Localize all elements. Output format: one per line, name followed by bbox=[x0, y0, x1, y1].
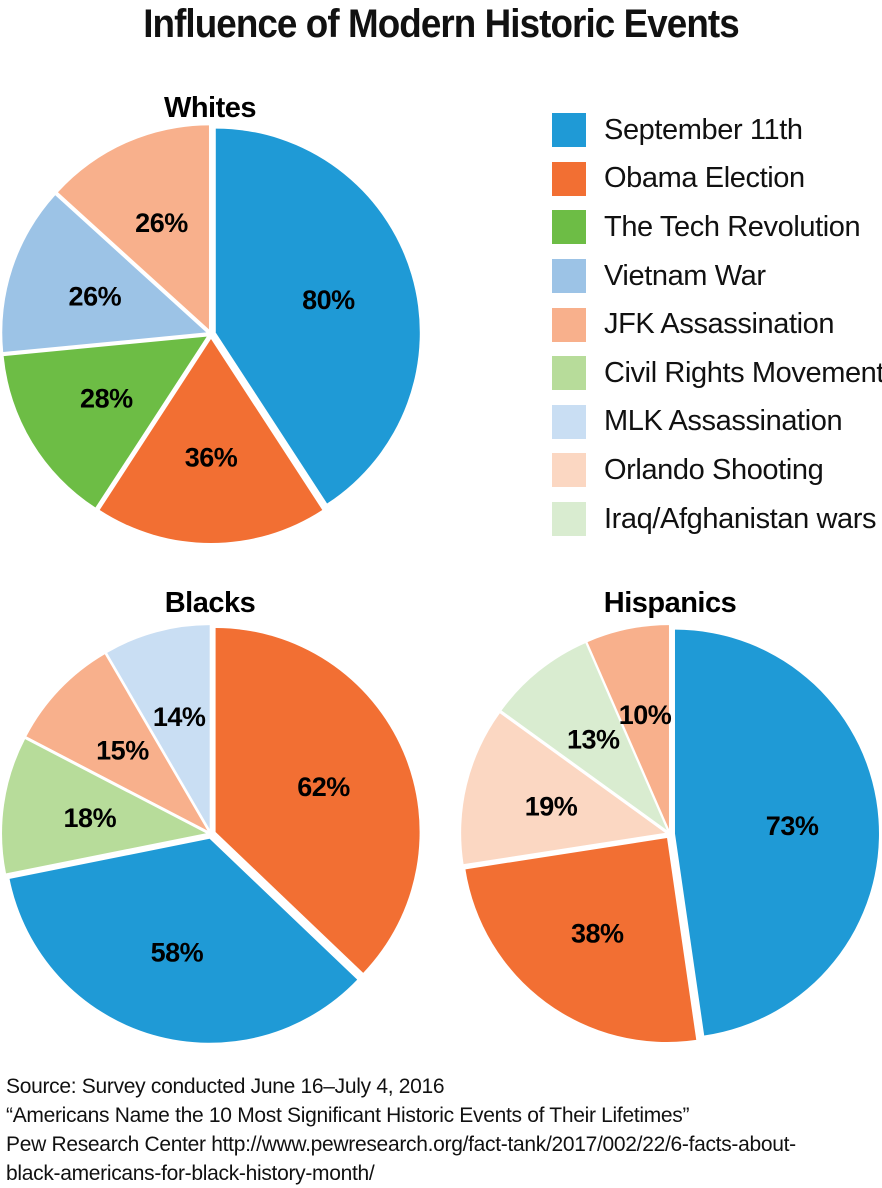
slice-label: 38% bbox=[571, 918, 624, 948]
legend-item: Vietnam War bbox=[552, 252, 882, 301]
slice-label: 14% bbox=[153, 702, 206, 732]
legend-swatch bbox=[552, 113, 586, 148]
slice-label: 58% bbox=[151, 938, 204, 968]
legend-item: September 11th bbox=[552, 106, 882, 155]
pie-slice bbox=[99, 339, 323, 543]
legend-item: Iraq/Afghanistan wars bbox=[552, 495, 882, 544]
chart-title: Hispanics bbox=[604, 587, 737, 619]
slice-label: 80% bbox=[302, 285, 355, 315]
legend-item: Orlando Shooting bbox=[552, 446, 882, 495]
slice-label: 15% bbox=[96, 736, 149, 766]
legend-swatch bbox=[552, 161, 586, 196]
pie-slice bbox=[461, 713, 666, 865]
page-title: Influence of Modern Historic Events bbox=[143, 2, 739, 46]
legend-swatch bbox=[552, 453, 586, 488]
pie-slice bbox=[9, 838, 358, 1043]
pie-slice bbox=[674, 629, 879, 1036]
pie-slice bbox=[2, 195, 207, 353]
legend-item: MLK Assassination bbox=[552, 398, 882, 447]
legend-item: JFK Assassination bbox=[552, 300, 882, 349]
pie-slice bbox=[465, 838, 697, 1043]
source-url-line: Pew Research Center http://www.pewresear… bbox=[6, 1133, 796, 1156]
slice-label: 28% bbox=[80, 383, 133, 413]
legend: September 11th Obama Election The Tech Rev… bbox=[552, 106, 882, 543]
legend-swatch bbox=[552, 210, 586, 245]
legend-swatch bbox=[552, 356, 586, 391]
pie-chart-hispanics: Hispanics 73% 38% 19% 13%10% bbox=[461, 587, 879, 1043]
pie-slice bbox=[3, 336, 207, 508]
slice-label: 26% bbox=[135, 208, 188, 238]
legend-swatch bbox=[552, 259, 586, 294]
chart-title: Whites bbox=[164, 92, 256, 124]
pie-slice bbox=[57, 125, 209, 330]
legend-item: Obama Election bbox=[552, 155, 882, 204]
pie-slice bbox=[587, 625, 669, 830]
slice-label: 73% bbox=[766, 811, 819, 841]
slice-label: 13% bbox=[567, 725, 620, 755]
legend-swatch bbox=[552, 307, 586, 342]
pie-slice bbox=[2, 739, 207, 874]
legend-label: Iraq/Afghanistan wars bbox=[604, 502, 877, 535]
legend-label: September 11th bbox=[604, 113, 803, 146]
legend-label: JFK Assassination bbox=[604, 308, 835, 341]
slice-label: 18% bbox=[64, 803, 117, 833]
slice-label: 62% bbox=[297, 772, 350, 802]
legend-label: MLK Assassination bbox=[604, 405, 843, 438]
legend-label: Orlando Shooting bbox=[604, 453, 824, 486]
legend-label: Vietnam War bbox=[604, 259, 766, 292]
pie-slice bbox=[501, 643, 667, 831]
legend-label: Civil Rights Movement bbox=[604, 356, 882, 389]
pie-slice bbox=[107, 625, 210, 830]
pie-chart-blacks: Blacks 62% 58% 18% 15%14% bbox=[2, 587, 420, 1043]
legend-swatch bbox=[552, 502, 586, 537]
pie-slice bbox=[215, 128, 420, 504]
slice-label: 10% bbox=[619, 700, 672, 730]
legend-item: The Tech Revolution bbox=[552, 203, 882, 252]
legend-item: Civil Rights Movement bbox=[552, 349, 882, 398]
legend-label: The Tech Revolution bbox=[604, 210, 861, 243]
slice-label: 19% bbox=[525, 791, 578, 821]
slice-label: 36% bbox=[185, 442, 238, 472]
pie-chart-whites: Whites 80% 36% 28% 26% 26% bbox=[2, 92, 420, 543]
pie-slice bbox=[26, 654, 208, 831]
source-line: Source: Survey conducted June 16–July 4,… bbox=[6, 1075, 445, 1098]
source-url-line-continued: black-americans-for-black-history-month/ bbox=[6, 1162, 375, 1185]
chart-title: Blacks bbox=[165, 587, 256, 619]
pie-slice bbox=[215, 628, 420, 973]
source-title-line: “Americans Name the 10 Most Significant … bbox=[6, 1104, 690, 1127]
slice-label: 26% bbox=[69, 281, 122, 311]
legend-label: Obama Election bbox=[604, 162, 805, 195]
source-notes: Source: Survey conducted June 16–July 4,… bbox=[6, 1072, 796, 1188]
legend-swatch bbox=[552, 404, 586, 439]
